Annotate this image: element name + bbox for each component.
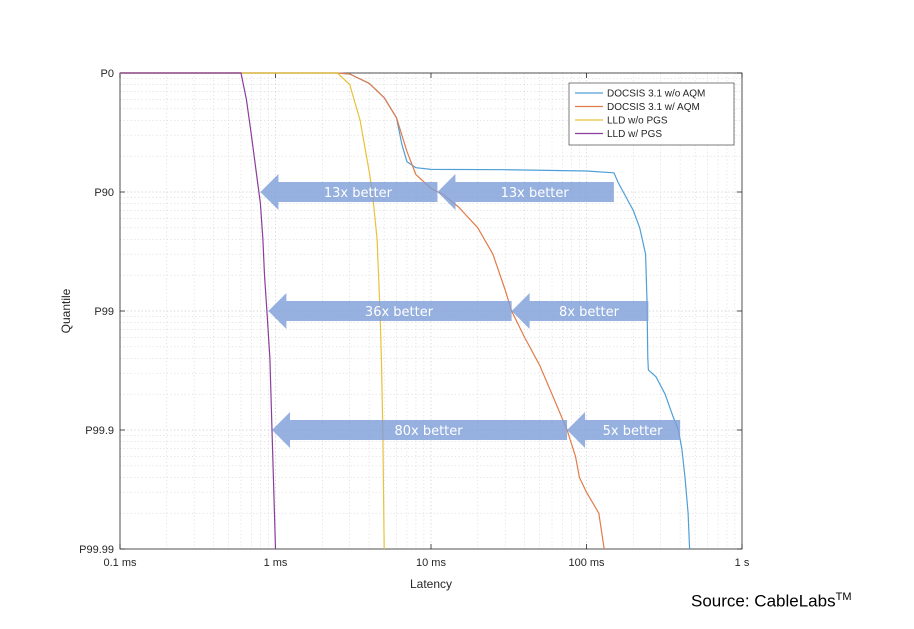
x-axis-ticks: 0.1 ms 1 ms 10 ms 100 ms 1 s — [103, 73, 750, 569]
x-tick-label: 10 ms — [416, 557, 446, 569]
x-tick-label: 0.1 ms — [103, 557, 137, 569]
legend: DOCSIS 3.1 w/o AQM DOCSIS 3.1 w/ AQM LLD w… — [568, 82, 735, 146]
legend-entry: LLD w/o PGS — [607, 116, 668, 127]
comparison-arrow-label: 80x better — [394, 424, 463, 439]
comparison-arrow — [260, 174, 438, 210]
source-text: Source: CableLabs — [691, 591, 836, 611]
comparison-arrow — [511, 293, 649, 329]
y-tick-label: P90 — [94, 187, 114, 199]
trademark-superscript: TM — [835, 591, 852, 603]
x-tick-label: 100 ms — [568, 557, 605, 569]
comparison-arrow — [272, 412, 568, 448]
y-tick-label: P99.9 — [85, 425, 114, 437]
y-axis-label: Quantile — [59, 288, 73, 333]
comparison-arrow — [437, 174, 614, 210]
comparison-arrow-label: 36x better — [365, 305, 434, 320]
y-tick-label: P99.99 — [79, 544, 114, 556]
legend-entry: DOCSIS 3.1 w/ AQM — [607, 102, 700, 113]
comparison-arrow-label: 8x better — [559, 305, 620, 320]
legend-entry: DOCSIS 3.1 w/o AQM — [607, 89, 705, 100]
y-axis-ticks: P0 P90 P99 P99.9 P99.99 — [79, 68, 742, 556]
series-line — [120, 72, 277, 550]
source-caption: Source: CableLabsTM — [691, 591, 851, 612]
comparison-arrow-label: 5x better — [603, 424, 664, 439]
x-axis-label: Latency — [410, 577, 452, 591]
comparison-arrow — [567, 412, 681, 448]
x-tick-label: 1 s — [735, 557, 750, 569]
comparison-arrow-label: 13x better — [501, 186, 570, 201]
y-tick-label: P99 — [94, 306, 114, 318]
y-tick-label: P0 — [101, 68, 114, 80]
comparison-arrow-label: 13x better — [324, 186, 393, 201]
x-tick-label: 1 ms — [264, 557, 288, 569]
legend-entry: LLD w/ PGS — [607, 129, 662, 140]
comparison-arrow — [268, 293, 512, 329]
comparison-arrows: 13x better 13x better 36x better 8x better 8… — [260, 174, 681, 448]
series-line — [120, 72, 605, 550]
